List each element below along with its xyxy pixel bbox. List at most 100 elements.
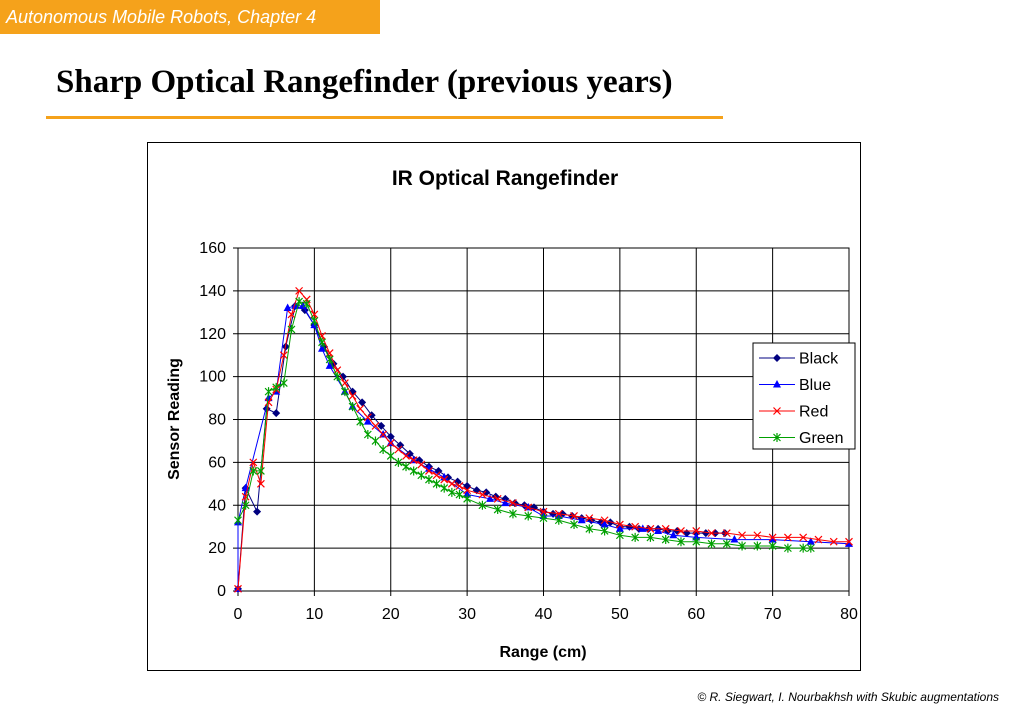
- data-point-green: [264, 387, 273, 397]
- data-point-green-shape: [600, 526, 609, 536]
- data-point-red: [425, 467, 433, 475]
- x-tick-label: 70: [764, 606, 782, 623]
- data-point-red-shape: [753, 531, 762, 540]
- x-tick-label: 80: [840, 606, 858, 623]
- data-point-red: [631, 522, 640, 531]
- data-point-green: [333, 372, 342, 382]
- data-point-green: [463, 494, 472, 504]
- legend: Black Blue Red Green: [752, 342, 856, 450]
- data-point-green: [753, 541, 762, 551]
- data-point-red-shape: [341, 379, 349, 387]
- x-axis-label: Range (cm): [499, 644, 586, 661]
- data-point-blue-shape: [806, 537, 815, 545]
- data-point-black: [367, 411, 376, 420]
- data-point-red: [585, 514, 594, 523]
- data-point-green-shape: [799, 543, 808, 553]
- data-point-red-shape: [447, 479, 456, 488]
- data-point-red: [799, 533, 808, 542]
- data-point-black: [701, 529, 710, 538]
- data-point-blue: [669, 530, 678, 539]
- chart-plot: IR Optical Rangefinder 0 10 20 30 40 50 60 70 80…: [166, 167, 858, 661]
- data-point-green: [241, 500, 250, 510]
- data-point-red-shape: [234, 584, 242, 593]
- data-point-red-shape: [287, 310, 296, 319]
- data-point-red-shape: [692, 527, 701, 535]
- data-point-red: [371, 422, 380, 430]
- data-point-red: [570, 512, 578, 520]
- data-point-green: [585, 524, 594, 534]
- y-axis-label: Sensor Reading: [166, 358, 183, 480]
- y-tick-label: 80: [208, 412, 226, 429]
- data-point-red: [318, 331, 326, 340]
- data-point-red-shape: [318, 331, 326, 340]
- data-point-red-shape: [455, 482, 464, 490]
- data-point-green: [425, 475, 433, 485]
- chart-title: IR Optical Rangefinder: [392, 167, 618, 190]
- data-point-red: [539, 507, 548, 516]
- data-point-green: [402, 462, 410, 472]
- x-tick-label: 10: [305, 606, 323, 623]
- data-point-green-shape: [341, 387, 349, 397]
- data-point-red: [356, 404, 365, 413]
- data-point-black-shape: [358, 398, 367, 407]
- data-point-red-shape: [256, 479, 265, 488]
- data-point-green-shape: [631, 532, 640, 542]
- data-point-blue-shape: [768, 535, 777, 543]
- data-point-green: [341, 387, 349, 397]
- data-point-red-shape: [348, 391, 357, 400]
- data-point-black: [358, 398, 367, 407]
- x-tick-label: 0: [234, 606, 243, 623]
- data-point-red-shape: [371, 422, 380, 430]
- data-point-black: [453, 477, 462, 486]
- data-point-red-shape: [249, 458, 258, 467]
- data-point-green: [302, 299, 311, 309]
- legend-label-green: Green: [799, 430, 843, 447]
- data-point-red-shape: [509, 499, 517, 508]
- data-point-red: [295, 286, 304, 295]
- data-point-red-shape: [783, 533, 792, 542]
- data-point-red-shape: [829, 537, 838, 546]
- data-point-red: [440, 475, 449, 484]
- data-point-black-shape: [453, 477, 462, 486]
- data-point-red: [417, 460, 426, 469]
- data-point-red-shape: [661, 524, 670, 533]
- data-point-blue: [806, 537, 815, 545]
- series-line-green: [237, 300, 811, 549]
- legend-marker-red: [773, 407, 781, 415]
- data-point-green-shape: [279, 378, 288, 388]
- data-point-red-shape: [738, 531, 746, 540]
- data-point-blue-shape: [845, 539, 853, 547]
- data-point-green-shape: [493, 505, 502, 515]
- legend-marker-black-shape: [773, 354, 781, 362]
- data-point-red: [394, 445, 403, 454]
- data-point-green-shape: [325, 354, 334, 364]
- data-point-green-shape: [677, 537, 685, 547]
- data-point-green-shape: [394, 457, 403, 467]
- data-point-green-shape: [615, 530, 624, 540]
- data-point-green: [295, 297, 304, 307]
- data-point-blue-shape: [692, 532, 701, 541]
- legend-label-black: Black: [799, 351, 839, 368]
- data-point-green: [455, 490, 464, 500]
- data-point-green: [371, 436, 380, 446]
- data-point-green: [493, 505, 502, 515]
- data-point-green: [631, 532, 640, 542]
- legend-marker-red-shape: [773, 407, 781, 415]
- data-point-red-shape: [554, 509, 563, 518]
- data-point-black: [339, 372, 348, 381]
- data-point-green: [256, 466, 265, 476]
- data-point-green-shape: [806, 543, 815, 553]
- data-point-red-shape: [432, 471, 441, 480]
- data-point-blue: [463, 490, 472, 498]
- data-point-blue: [577, 515, 586, 524]
- data-point-green-shape: [302, 299, 311, 309]
- data-point-green-shape: [402, 462, 410, 472]
- data-point-black-shape: [386, 432, 395, 441]
- data-point-blue: [600, 520, 609, 528]
- data-point-black: [377, 421, 386, 430]
- series-line-black: [237, 305, 725, 589]
- data-point-red: [447, 479, 456, 488]
- data-point-blue-shape: [463, 490, 472, 498]
- data-point-green: [249, 466, 258, 476]
- data-point-black-shape: [367, 411, 376, 420]
